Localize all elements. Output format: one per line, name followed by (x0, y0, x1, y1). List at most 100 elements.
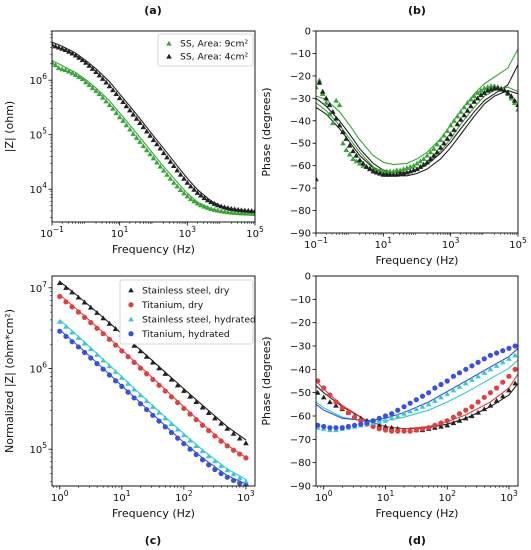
data-point (100, 331, 106, 337)
data-point (69, 304, 75, 310)
plot-area-c (56, 280, 249, 486)
data-point (52, 43, 59, 49)
data-point (69, 70, 76, 76)
data-point (127, 126, 133, 132)
data-point (468, 96, 474, 102)
data-point (160, 167, 167, 173)
data-point (478, 92, 484, 98)
data-point (457, 109, 464, 114)
data-point (413, 397, 419, 403)
data-point (119, 383, 125, 390)
data-point (345, 409, 351, 416)
y-tick-label: 105 (29, 127, 47, 142)
data-point (199, 422, 206, 428)
data-point (243, 482, 249, 486)
data-point (94, 325, 100, 331)
data-point (475, 399, 481, 405)
data-point (493, 363, 500, 368)
series-2 (57, 293, 249, 461)
data-point (501, 87, 508, 93)
data-point (156, 365, 162, 371)
data-point (316, 79, 323, 85)
data-point (170, 179, 177, 185)
data-point (450, 414, 457, 420)
data-point (358, 421, 364, 427)
data-point (481, 89, 488, 95)
data-point (174, 167, 180, 173)
data-point (471, 98, 478, 104)
data-point (106, 336, 113, 342)
data-point (201, 203, 208, 209)
data-point (456, 411, 463, 417)
legend-entry: Stainless steel, hydrated (142, 314, 256, 325)
x-tick-label: 105 (509, 236, 527, 251)
data-point (494, 385, 500, 391)
data-point (193, 451, 199, 458)
plot-frame (51, 275, 256, 487)
data-point (463, 380, 469, 386)
data-point (164, 171, 170, 177)
legend-entry: SS, Area: 9cm² (180, 39, 249, 50)
data-point (481, 370, 488, 375)
data-point (168, 376, 175, 382)
plot-frame (315, 275, 519, 487)
data-point (198, 192, 204, 198)
data-point (333, 399, 339, 405)
data-point (401, 404, 407, 410)
y-tick-label: 0 (305, 27, 311, 38)
data-point (170, 163, 177, 169)
data-point (407, 428, 413, 434)
data-point (62, 67, 69, 72)
data-point (444, 135, 451, 141)
data-point (194, 200, 201, 206)
data-point (144, 406, 150, 413)
data-point (320, 394, 327, 400)
data-point (106, 363, 113, 369)
data-point (499, 393, 506, 399)
data-point (113, 91, 120, 97)
data-point (461, 112, 467, 118)
data-point (130, 111, 136, 117)
data-point (454, 113, 461, 119)
y-tick-label: −20 (290, 318, 311, 329)
data-point (512, 366, 518, 372)
data-point (86, 62, 93, 68)
data-point (205, 453, 212, 459)
data-point (333, 425, 339, 431)
chart-panel-a: 10−1 101 103 105 104 105 106 (a) Frequency (Hz) |… (3, 4, 264, 256)
data-point (363, 163, 370, 169)
data-point (86, 82, 93, 88)
data-point (420, 161, 427, 167)
data-point (481, 406, 488, 412)
data-point (456, 370, 463, 376)
legend-marker (128, 302, 134, 308)
series-3 (56, 318, 249, 484)
data-point (83, 79, 89, 85)
data-point (419, 403, 426, 409)
y-tick-label: −80 (290, 206, 311, 217)
data-point (187, 446, 193, 452)
data-point (389, 428, 395, 434)
data-point (133, 134, 140, 140)
data-point (187, 196, 194, 202)
y-tick-label: −30 (290, 94, 311, 105)
data-point (112, 342, 119, 348)
data-point (96, 72, 103, 78)
data-point (316, 176, 319, 182)
data-point (345, 423, 351, 430)
data-point (162, 415, 169, 421)
data-point (235, 206, 241, 212)
x-tick-label: 100 (315, 489, 333, 504)
data-point (506, 356, 512, 361)
data-point (150, 137, 157, 143)
data-point (69, 329, 75, 335)
x-tick-label: 100 (51, 489, 69, 504)
data-point (364, 420, 370, 426)
data-point (206, 428, 212, 434)
data-point (52, 41, 55, 47)
data-point (83, 59, 89, 65)
y-tick-label: −10 (290, 49, 311, 60)
data-point (137, 392, 144, 398)
data-point (413, 427, 419, 433)
